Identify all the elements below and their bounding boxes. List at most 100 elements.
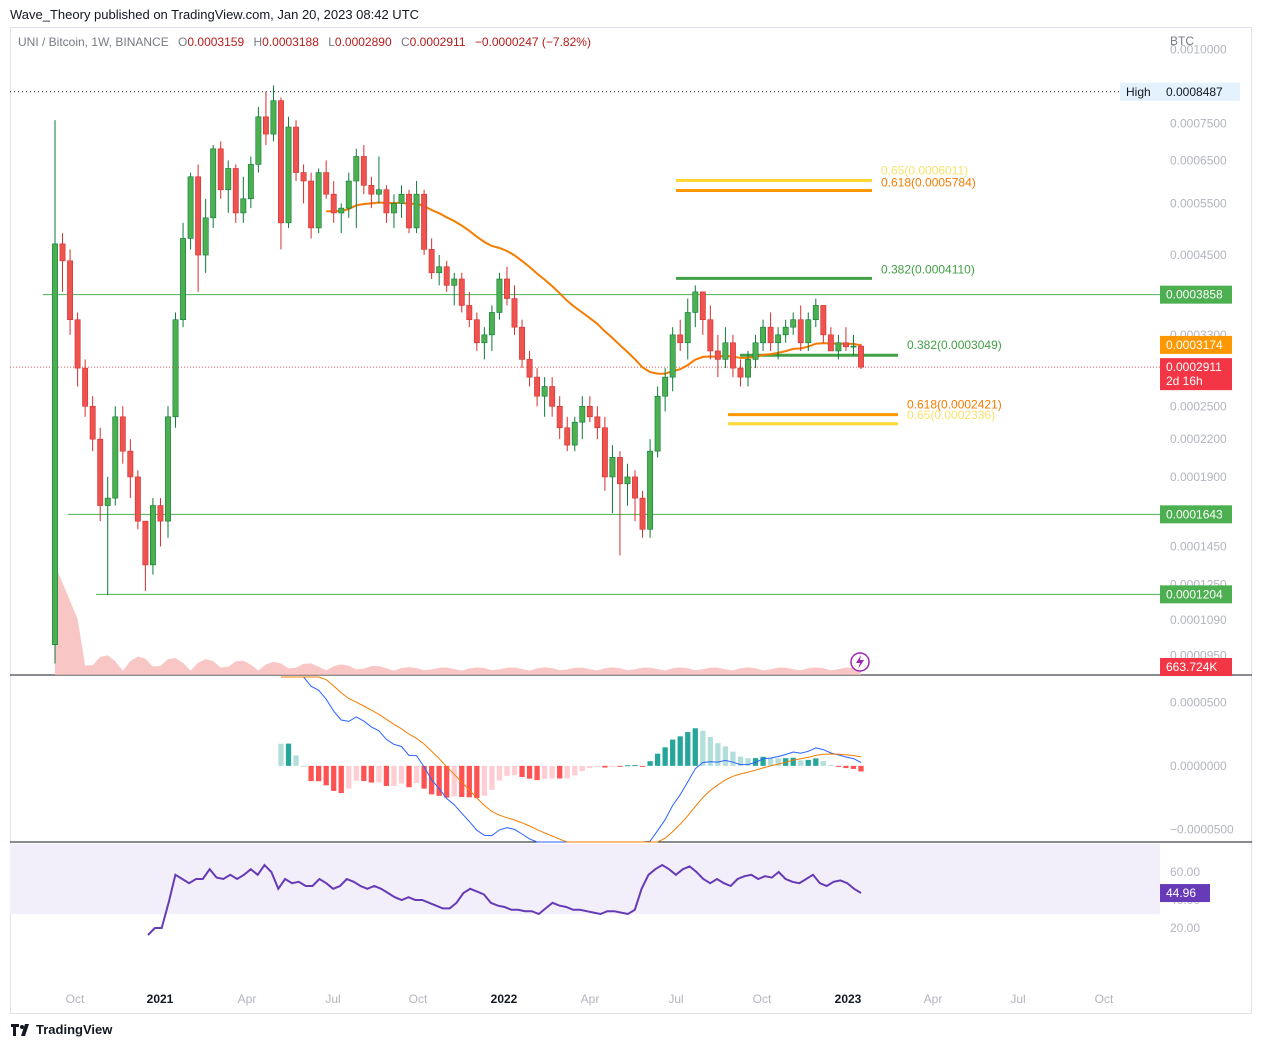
- macd-tick-label: 0.0000000: [1170, 759, 1227, 773]
- candle-up: [172, 319, 179, 418]
- chart-frame: [10, 27, 1252, 1014]
- x-tick-label: Oct: [409, 992, 428, 1006]
- rsi-tick-label: 20.00: [1170, 921, 1200, 935]
- volume-area: [55, 565, 861, 675]
- macd-tick-label: 0.0000500: [1170, 695, 1227, 709]
- x-tick-label: 2023: [835, 992, 862, 1006]
- candle-down: [617, 457, 623, 485]
- fib-level-label: 0.382(0.0003049): [907, 338, 1002, 352]
- fib-level-label: 0.618(0.0002421): [907, 398, 1002, 412]
- candle-up: [850, 345, 857, 348]
- candle-down: [714, 350, 721, 360]
- candle-down: [59, 243, 66, 262]
- candle-down: [504, 278, 510, 299]
- candle-up: [684, 312, 691, 344]
- candle-up: [662, 376, 669, 397]
- macd-histogram-bar: [730, 751, 736, 766]
- price-label-bg: [1160, 658, 1232, 676]
- candle-down: [262, 116, 269, 135]
- macd-histogram-bar: [850, 765, 857, 769]
- x-tick-label: Jul: [1010, 992, 1025, 1006]
- macd-histogram-bar: [346, 765, 352, 789]
- macd-histogram-bar: [579, 765, 585, 772]
- candle-up: [413, 193, 420, 229]
- price-tick-label: 0.0007500: [1170, 117, 1227, 131]
- candle-down: [428, 249, 435, 274]
- macd-histogram-bar: [526, 765, 533, 779]
- macd-histogram-bar: [278, 743, 284, 766]
- candle-up: [624, 476, 631, 485]
- candle-up: [752, 342, 759, 360]
- price-label-value: 663.724K: [1166, 660, 1217, 674]
- macd-histogram-bar: [308, 765, 314, 782]
- macd-histogram-bar: [813, 758, 819, 766]
- candle-down: [278, 100, 284, 224]
- candle-down: [797, 319, 804, 344]
- change-value: −0.0000247 (−7.82%): [474, 35, 591, 49]
- candle-down: [308, 180, 315, 229]
- macd-histogram-bar: [383, 765, 390, 786]
- macd-histogram-bar: [775, 758, 781, 766]
- candle-down: [74, 319, 81, 369]
- macd-histogram-bar: [557, 765, 563, 779]
- price-label-bg: [1160, 505, 1232, 524]
- candle-up: [202, 217, 209, 256]
- candle-down: [142, 520, 149, 566]
- x-tick-label: Apr: [581, 992, 600, 1006]
- ath-label-text: High: [1126, 85, 1151, 99]
- candle-down: [293, 126, 299, 173]
- candle-up: [451, 278, 458, 286]
- open-value: 0.0003159: [187, 35, 245, 49]
- fib-level-label: 0.65(0.0002336): [907, 408, 995, 422]
- candle-up: [488, 312, 495, 336]
- symbol-title[interactable]: UNI / Bitcoin, 1W, BINANCE: [18, 35, 169, 49]
- x-tick-label: Jul: [325, 992, 340, 1006]
- candle-up: [722, 342, 729, 360]
- candle-up: [835, 342, 842, 352]
- macd-histogram-bar: [820, 761, 826, 766]
- macd-histogram-bar: [858, 765, 864, 772]
- rsi-line: [147, 863, 862, 936]
- ath-label-value: 0.0008487: [1166, 85, 1223, 99]
- close-value: 0.0002911: [409, 35, 466, 49]
- candle-down: [639, 497, 646, 530]
- price-label-value: 0.0002911: [1166, 360, 1222, 374]
- low-label: L: [328, 35, 335, 49]
- high-value: 0.0003188: [262, 35, 319, 49]
- macd-histogram-bar: [421, 765, 427, 789]
- candle-down: [632, 476, 638, 499]
- candle-up: [647, 450, 654, 530]
- macd-histogram-bar: [677, 736, 683, 766]
- macd-histogram-bar: [316, 765, 322, 782]
- price-scale-currency: BTC: [1170, 34, 1194, 48]
- candle-down: [767, 326, 774, 344]
- macd-histogram-bar: [572, 765, 578, 776]
- candle-down: [511, 298, 518, 328]
- x-tick-label: 2022: [491, 992, 518, 1006]
- macd-histogram-bar: [534, 765, 540, 781]
- candle-down: [519, 326, 525, 360]
- candle-down: [730, 342, 736, 369]
- fib-level-label: 0.65(0.0006011): [881, 164, 968, 178]
- price-tick-label: 0.0005500: [1170, 196, 1227, 210]
- candle-down: [594, 416, 601, 429]
- candle-down: [82, 367, 89, 407]
- macd-histogram-bar: [481, 765, 488, 796]
- tradingview-logo-icon: [11, 1023, 29, 1036]
- macd-histogram-bar: [767, 758, 774, 766]
- candle-up: [52, 243, 58, 645]
- candle-down: [842, 342, 849, 348]
- symbol-header: UNI / Bitcoin, 1W, BINANCE O0.0003159 H0…: [18, 35, 591, 49]
- candle-down: [707, 319, 714, 352]
- price-label-value: 0.0001643: [1166, 507, 1223, 521]
- candle-down: [586, 406, 593, 418]
- candle-up: [165, 416, 171, 522]
- candle-up: [104, 497, 111, 506]
- candle-down: [119, 416, 126, 452]
- x-tick-label: Jul: [668, 992, 683, 1006]
- macd-histogram-bar: [331, 765, 337, 791]
- macd-histogram-bar: [541, 765, 548, 779]
- candle-down: [858, 345, 864, 368]
- footer-brand[interactable]: TradingView: [10, 1022, 112, 1037]
